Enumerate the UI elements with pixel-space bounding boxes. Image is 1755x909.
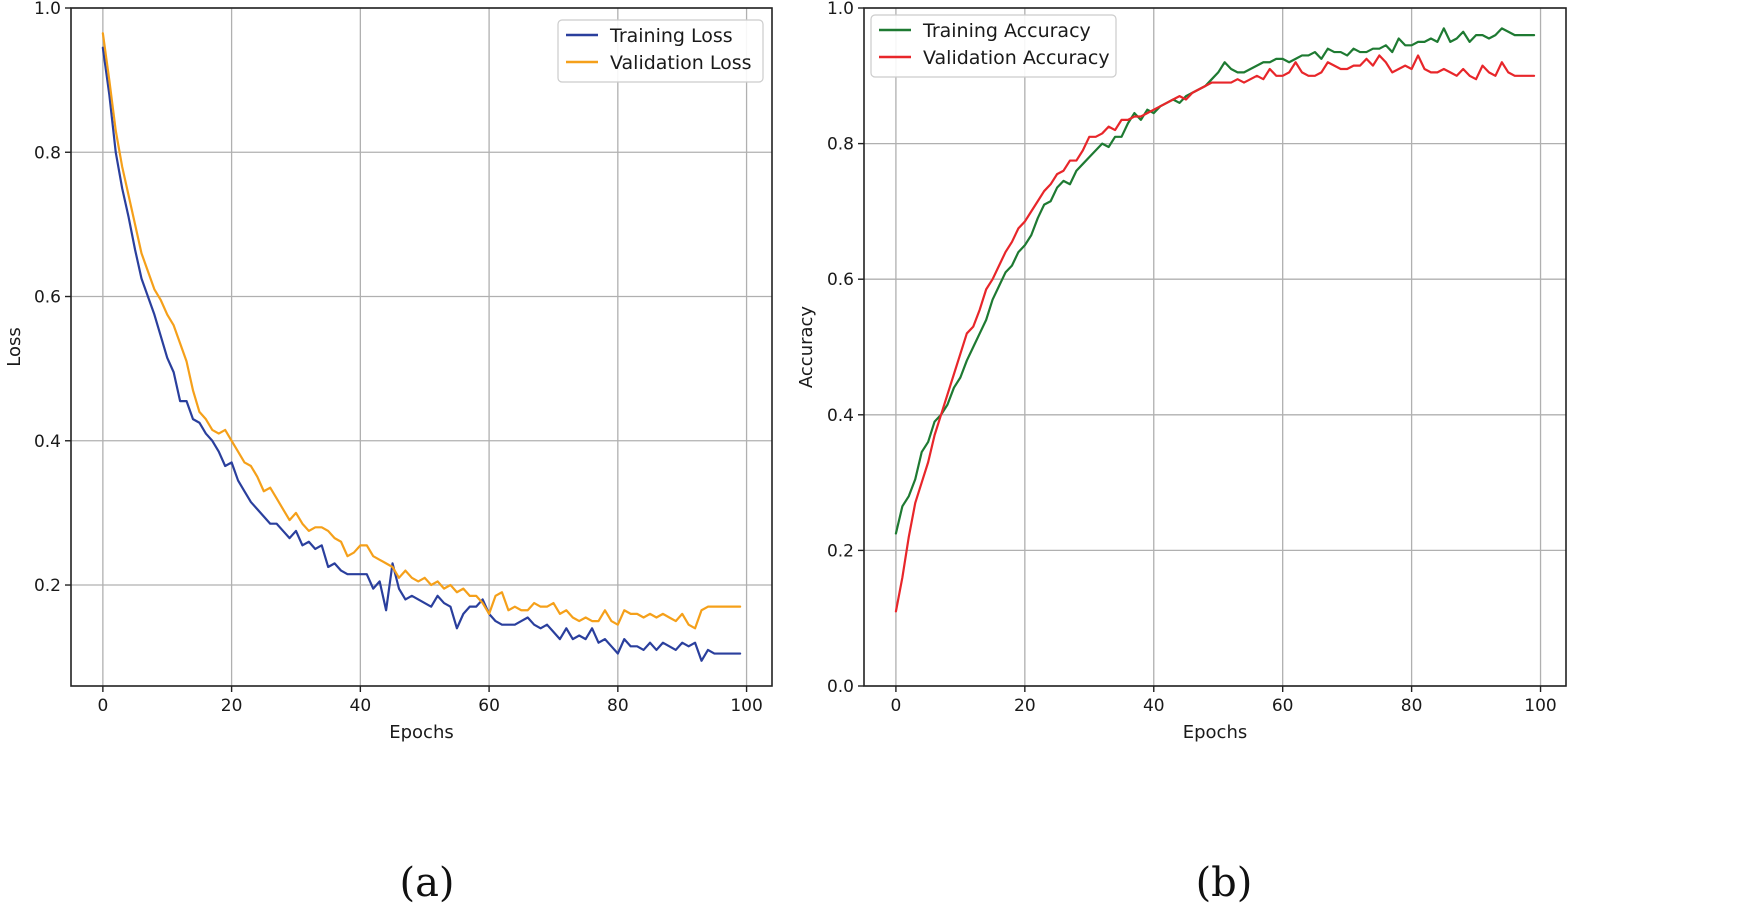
y-tick-label: 0.2: [34, 576, 61, 596]
y-tick-label: 0.4: [34, 432, 61, 452]
x-axis-label: Epochs: [389, 722, 454, 743]
x-tick-label: 60: [478, 696, 500, 716]
legend-box: [870, 14, 1117, 78]
x-tick-label: 20: [221, 696, 243, 716]
y-tick-label: 1.0: [827, 0, 854, 19]
legend: Training Accuracy Validation Accuracy: [870, 14, 1117, 78]
y-tick-label: 0.8: [827, 135, 854, 155]
series-line-training-loss: [101, 46, 742, 662]
x-tick-label: 100: [1524, 696, 1556, 716]
legend-label: Training Loss: [609, 25, 733, 47]
legend: Training Loss Validation Loss: [557, 19, 764, 83]
panel-label-b: (b): [1196, 860, 1253, 906]
plot-frame: [70, 7, 773, 687]
x-tick-label: 60: [1272, 696, 1294, 716]
series-line-validation-accuracy: [894, 54, 1536, 613]
y-tick-label: 1.0: [34, 0, 61, 19]
y-tick-label: 0.4: [827, 406, 854, 426]
y-tick-label: 0.8: [34, 143, 61, 163]
plot-frame: [863, 7, 1567, 687]
legend-label: Validation Accuracy: [923, 47, 1110, 69]
y-tick-label: 0.6: [827, 270, 854, 290]
y-tick-label: 0.0: [827, 677, 854, 697]
x-axis-label: Epochs: [1183, 722, 1248, 743]
y-tick-label: 0.6: [34, 288, 61, 308]
x-tick-label: 20: [1014, 696, 1036, 716]
y-axis-label: Accuracy: [796, 306, 817, 389]
x-tick-label: 0: [890, 696, 901, 716]
legend-label: Validation Loss: [610, 52, 752, 74]
x-tick-label: 0: [97, 696, 108, 716]
x-tick-label: 80: [1401, 696, 1423, 716]
series-line-training-accuracy: [894, 27, 1536, 535]
chart-panel-a: 0 20 40 60 80 100 0.2 0.4 0.6 0.8 1.0 Epochs Loss Tra…: [4, 0, 773, 743]
series-line-validation-loss: [101, 32, 742, 630]
x-tick-label: 40: [1143, 696, 1165, 716]
chart-panel-b: 0 20 40 60 80 100 0.0 0.2 0.4 0.6 0.8 1.0 Epochs Accu…: [796, 0, 1567, 743]
legend-box: [557, 19, 764, 83]
y-tick-label: 0.2: [827, 541, 854, 561]
legend-label: Training Accuracy: [922, 20, 1091, 42]
panel-label-a: (a): [399, 860, 454, 906]
x-tick-label: 80: [607, 696, 629, 716]
y-axis-label: Loss: [4, 327, 25, 366]
x-tick-label: 40: [350, 696, 372, 716]
x-tick-label: 100: [730, 696, 762, 716]
